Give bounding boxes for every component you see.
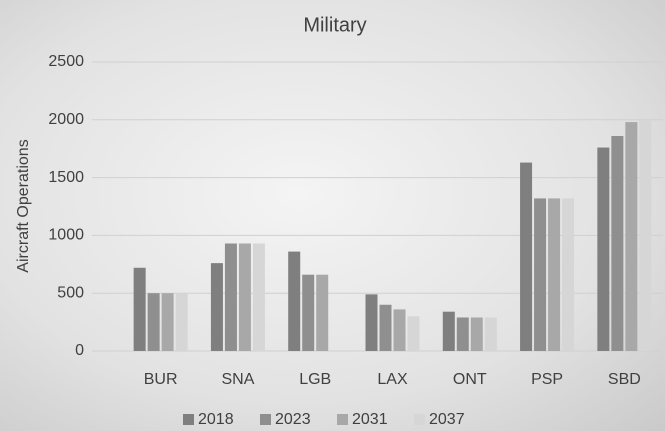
bar	[597, 148, 609, 351]
bar	[288, 252, 300, 351]
x-tick-label: ONT	[453, 371, 487, 388]
bar	[408, 316, 420, 351]
bar	[211, 263, 223, 351]
bar	[239, 243, 251, 351]
bar	[302, 275, 314, 351]
bar	[471, 317, 483, 351]
bar	[611, 136, 623, 351]
y-axis-label: Aircraft Operations	[15, 139, 32, 272]
x-tick-label: BUR	[144, 371, 178, 388]
bar	[457, 317, 469, 351]
legend-swatch	[414, 414, 425, 425]
chart-title: Military	[303, 14, 366, 36]
y-tick-label: 1000	[48, 227, 84, 244]
legend-swatch	[260, 414, 271, 425]
legend-label: 2018	[198, 411, 234, 428]
bar	[485, 317, 497, 351]
bar	[366, 294, 378, 351]
bar	[253, 243, 265, 351]
y-tick-label: 500	[57, 284, 84, 301]
bar	[225, 243, 237, 351]
legend-label: 2031	[352, 411, 388, 428]
bar	[394, 309, 406, 351]
bar	[134, 268, 146, 351]
bar	[176, 293, 188, 351]
bar	[625, 122, 637, 351]
x-tick-label: SNA	[221, 371, 254, 388]
y-tick-label: 2000	[48, 111, 84, 128]
bar	[162, 293, 174, 351]
legend-swatch	[183, 414, 194, 425]
x-tick-label: LAX	[377, 371, 408, 388]
bar	[316, 275, 328, 351]
y-tick-label: 2500	[48, 53, 84, 70]
bar	[562, 198, 574, 351]
bar	[534, 198, 546, 351]
bar	[520, 163, 532, 351]
x-tick-label: PSP	[531, 371, 563, 388]
bar	[548, 198, 560, 351]
x-tick-label: LGB	[299, 371, 331, 388]
legend-swatch	[337, 414, 348, 425]
bar	[148, 293, 160, 351]
y-tick-label: 0	[75, 342, 84, 359]
legend-label: 2037	[429, 411, 465, 428]
y-tick-label: 1500	[48, 169, 84, 186]
bar	[380, 305, 392, 351]
bar	[443, 312, 455, 351]
x-tick-label: SBD	[608, 371, 641, 388]
bar	[639, 120, 651, 351]
legend-label: 2023	[275, 411, 311, 428]
chart: Military Aircraft Operations 0 500 1000 150…	[0, 0, 665, 431]
